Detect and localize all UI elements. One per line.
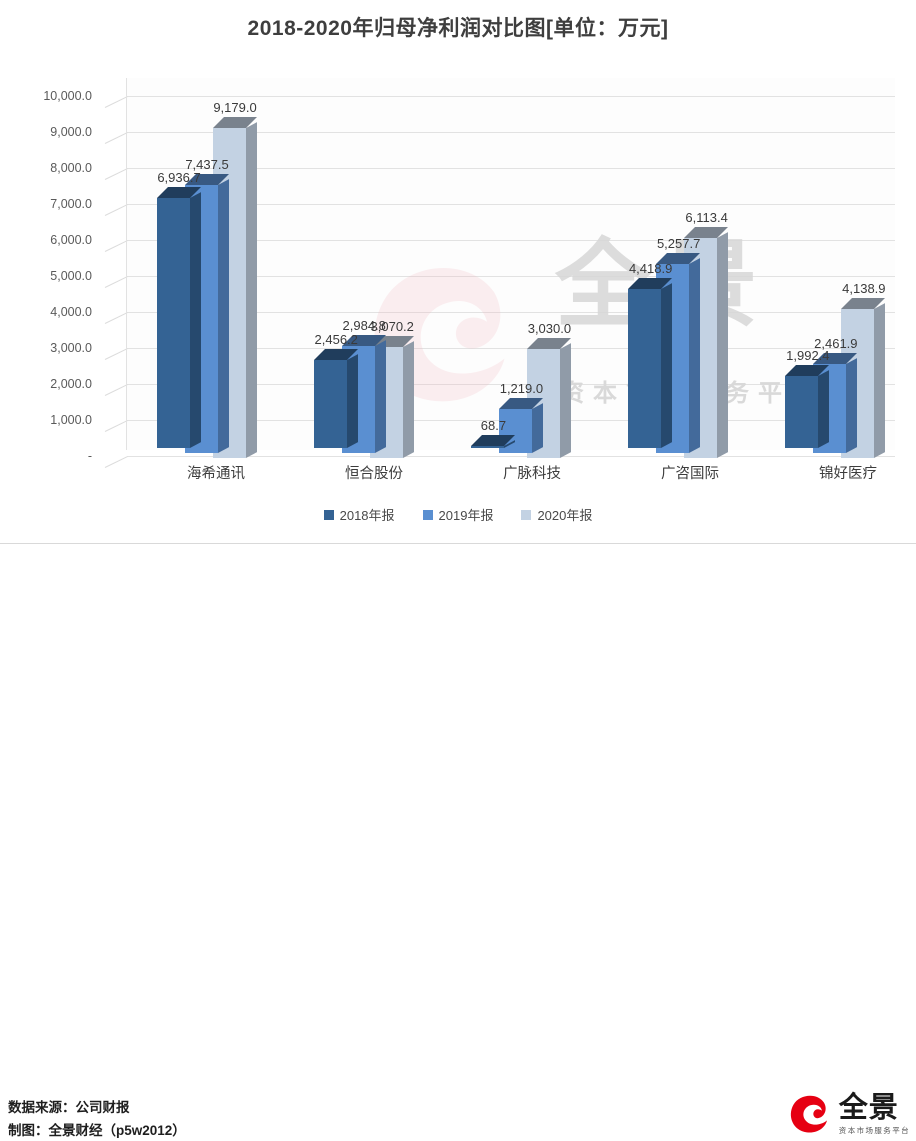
chart-legend: 2018年报 2019年报 2020年报	[0, 505, 916, 524]
bar-value-label: 6,936.7	[157, 170, 201, 186]
logo-text: 全景 资本市场服务平台	[839, 1094, 910, 1136]
bar-value-label: 4,418.9	[628, 260, 673, 276]
bar[interactable]	[628, 277, 673, 448]
bar-value-label: 1,219.0	[499, 381, 544, 397]
bar-side-face	[374, 339, 386, 453]
legend-swatch	[422, 509, 433, 520]
y-axis-tick: 3,000.0	[50, 341, 92, 355]
x-axis-category-label: 海希通讯	[187, 466, 245, 482]
gridline	[127, 276, 895, 277]
gridline	[127, 348, 895, 349]
bar-value-label: 2,456.2	[314, 331, 358, 347]
bar-value-label: 3,070.2	[370, 319, 414, 335]
legend-label: 2020年报	[537, 508, 593, 523]
bar-front-face	[156, 198, 190, 448]
y-axis-tick: -	[87, 449, 92, 463]
bar[interactable]	[156, 187, 201, 448]
x-axis-category-label: 广咨国际	[661, 466, 719, 482]
legend-item[interactable]: 2019年报	[422, 505, 494, 524]
bar-front-face	[313, 359, 347, 448]
bar-group: 6,936.7 7,437.5 9,179.0	[147, 86, 260, 459]
y-axis-tick: 7,000.0	[50, 197, 92, 211]
bar-value-label: 2,461.9	[814, 336, 858, 352]
y-axis-tick: 5,000.0	[50, 269, 92, 283]
legend-swatch	[323, 509, 334, 520]
gridline	[127, 204, 895, 205]
logo-swirl-icon	[787, 1090, 833, 1141]
y-axis-tick: 1,000.0	[50, 413, 92, 427]
bar[interactable]	[470, 434, 515, 448]
footer-divider	[0, 543, 916, 544]
gridline	[127, 456, 895, 457]
bar-side-face	[559, 343, 571, 458]
bar-front-face	[628, 288, 662, 448]
x-axis-category-label: 广脉科技	[503, 466, 561, 482]
logo-sub-text: 资本市场服务平台	[838, 1126, 910, 1135]
bar-side-face	[717, 232, 729, 458]
bar-group: 68.7 1,219.0 3,030.0	[461, 86, 574, 458]
legend-item[interactable]: 2018年报	[323, 505, 395, 524]
page-title: 2018-2020年归母净利润对比图[单位：万元]	[247, 17, 669, 40]
axis-left-wall	[126, 78, 127, 450]
bar-value-label: 6,113.4	[685, 209, 728, 225]
bar-groups: 6,936.7 7,437.5 9,179.0 2,456.2 2,984.8 3,070…	[105, 78, 895, 459]
bar[interactable]	[313, 348, 358, 448]
x-axis-category-label: 锦好医疗	[819, 466, 877, 482]
y-axis-tick: 6,000.0	[50, 233, 92, 247]
bar-side-face	[189, 192, 201, 448]
bar-front-face	[470, 445, 504, 448]
legend-label: 2019年报	[438, 508, 494, 523]
legend-swatch	[521, 509, 532, 520]
gridline	[127, 132, 895, 133]
gridline	[127, 96, 895, 97]
y-axis-tick: 10,000.0	[43, 89, 92, 103]
y-axis-tick: 9,000.0	[50, 125, 92, 139]
bar-side-face	[402, 341, 414, 458]
bar-side-face	[346, 353, 358, 448]
bar-front-face	[785, 376, 819, 448]
gridline	[127, 312, 895, 313]
brand-logo: 全景 资本市场服务平台	[787, 1092, 910, 1138]
y-axis-tick: 8,000.0	[50, 161, 92, 175]
gridline	[127, 384, 895, 385]
y-axis-tick: 2,000.0	[50, 377, 92, 391]
bar-value-label: 68.7	[480, 417, 507, 433]
bar-value-label: 3,030.0	[527, 320, 572, 336]
footer: 数据来源：公司财报 制图：全景财经（p5w2012） 全景 资本市场服务平台	[0, 544, 916, 1138]
bar-value-label: 4,138.9	[842, 281, 886, 296]
chart-container: 2018-2020年归母净利润对比图[单位：万元] - 1,000.0 2,000.…	[0, 17, 916, 1138]
bar-side-face	[874, 303, 886, 458]
gridline	[127, 168, 895, 169]
y-axis-labels: - 1,000.0 2,000.0 3,000.0 4,000.0 5,000.0 6,00…	[0, 78, 100, 463]
plot-area: 全景 资本市场服务平台 6,936.77,437.59,179.02,456.2…	[104, 78, 895, 468]
bar-value-label: 5,257.7	[656, 235, 701, 251]
chart-credit-text: 制图：全景财经（p5w2012）	[8, 1123, 186, 1138]
data-source-text: 数据来源：公司财报	[8, 1100, 130, 1115]
bar-side-face	[689, 257, 701, 453]
bar-side-face	[846, 358, 858, 453]
legend-item[interactable]: 2020年报	[521, 505, 592, 524]
bar-value-label: 1,992.4	[786, 348, 830, 364]
bar[interactable]	[785, 365, 830, 448]
legend-label: 2018年报	[339, 508, 395, 523]
bar-group: 1,992.4 2,461.9 4,138.9	[775, 86, 888, 458]
bar-value-label: 9,179.0	[213, 99, 257, 115]
bar-side-face	[245, 121, 257, 459]
logo-main-text: 全景	[838, 1092, 899, 1124]
bar-value-label: 7,437.5	[185, 157, 229, 173]
gridline	[127, 240, 895, 241]
bar-value-label: 2,984.8	[342, 317, 386, 333]
bar-side-face	[531, 403, 543, 453]
bar-group: 2,456.2 2,984.8 3,070.2	[304, 86, 417, 458]
bar-group: 4,418.9 5,257.7 6,113.4	[618, 86, 731, 458]
y-axis-tick: 4,000.0	[50, 305, 92, 319]
x-axis-labels: 海希通讯 恒合股份 广脉科技 广咨国际 锦好医疗	[105, 462, 895, 488]
x-axis-category-label: 恒合股份	[345, 466, 403, 482]
bar-side-face	[661, 283, 673, 448]
bar-side-face	[217, 179, 229, 454]
bar-side-face	[818, 370, 830, 448]
